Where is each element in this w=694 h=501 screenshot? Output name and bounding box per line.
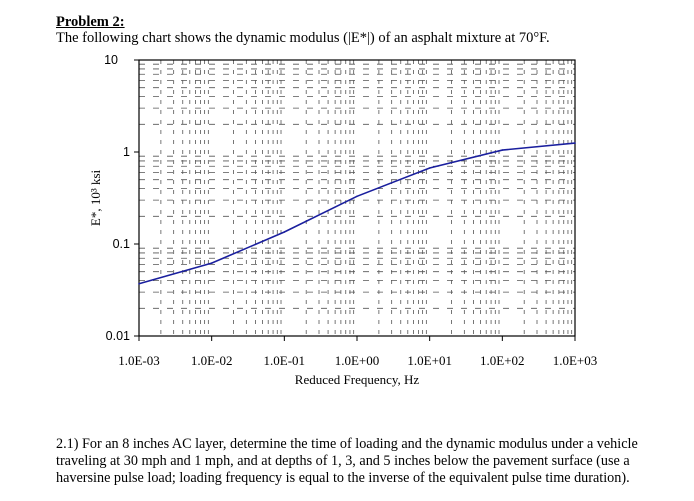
y-tick-label: 10 — [104, 53, 118, 67]
x-tick-label: 1.0E+01 — [407, 353, 452, 368]
y-tick-label: 0.01 — [106, 329, 130, 343]
data-point — [356, 195, 358, 198]
data-point — [428, 167, 431, 169]
ticks — [134, 59, 576, 341]
data-point — [210, 262, 213, 264]
x-tick-label: 1.0E-02 — [191, 353, 233, 368]
grid — [139, 60, 575, 336]
y-tick-label: 1 — [123, 145, 130, 159]
data-point — [574, 142, 576, 144]
dynamic-modulus-chart: 10 1 0.1 0.01 1.0E-03 1.0E-02 1.0E-01 1.… — [88, 53, 598, 387]
y-tick-label: 0.1 — [113, 237, 130, 251]
x-tick-label: 1.0E-01 — [264, 353, 306, 368]
y-axis-label: E*, 10³ ksi — [88, 169, 103, 226]
x-tick-label: 1.0E+00 — [335, 353, 380, 368]
problem-intro: The following chart shows the dynamic mo… — [56, 30, 550, 46]
data-point — [283, 231, 286, 233]
series-marks — [138, 142, 576, 285]
question-text: 2.1) For an 8 inches AC layer, determine… — [56, 436, 638, 486]
x-tick-label: 1.0E+03 — [553, 353, 598, 368]
x-axis-label: Reduced Frequency, Hz — [295, 372, 420, 387]
x-tick-label: 1.0E+02 — [480, 353, 525, 368]
data-point — [501, 149, 504, 151]
x-tick-label: 1.0E-03 — [118, 353, 160, 368]
data-point — [138, 282, 140, 285]
problem-heading: Problem 2: — [56, 14, 125, 30]
